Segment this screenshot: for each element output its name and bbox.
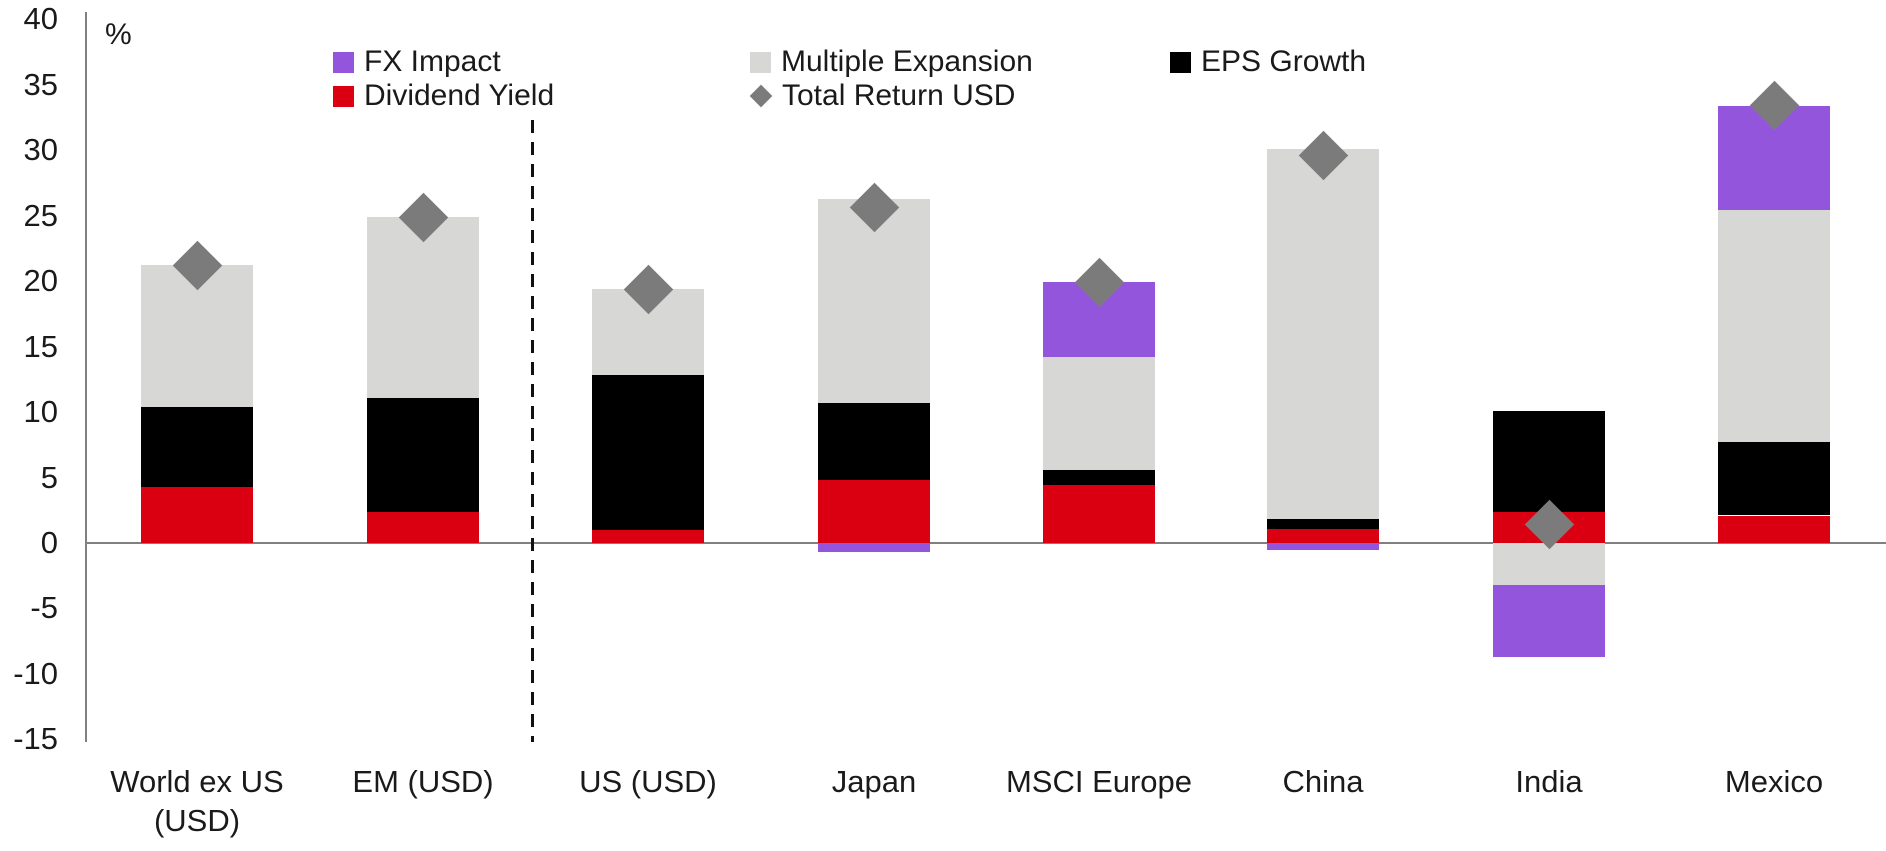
y-axis-tick-label: 35 [23,66,58,102]
bar-segment-fx-impact-india [1493,584,1605,657]
legend-swatch-square-icon [333,85,354,107]
legend-label: FX Impact [364,45,501,78]
y-axis-tick-label: 10 [23,394,58,430]
bar-segment-dividend-yield-world-ex-us-usd [141,486,253,543]
bar-segment-multiple-expansion-japan [818,198,930,403]
legend-label: EPS Growth [1201,45,1367,78]
y-axis-tick-label: 5 [40,459,58,495]
bar-segment-dividend-yield-msci-europe [1043,485,1155,543]
y-axis-tick-label: -10 [13,655,58,691]
x-axis-category-label: Japan [831,764,917,799]
legend-swatch-square-icon [750,51,771,73]
region-separator-line [531,120,534,742]
bar-segment-eps-growth-mexico [1718,442,1830,516]
y-axis-line [85,12,87,742]
y-axis-tick-label: 0 [40,525,58,560]
legend-item-multiple-expansion: Multiple Expansion [750,45,1033,78]
bar-segment-eps-growth-japan [818,402,930,481]
bar-segment-multiple-expansion-india [1493,543,1605,585]
legend-item-fx-impact: FX Impact [333,45,501,78]
y-axis-tick-label: 40 [23,1,58,37]
legend-swatch-square-icon [1170,51,1191,73]
legend-item-total-return-usd: Total Return USD [749,79,1015,112]
y-axis-tick-label: 15 [23,328,58,364]
legend-item-eps-growth: EPS Growth [1170,45,1366,78]
x-axis-category-label: MSCI Europe [1005,764,1193,799]
y-axis-tick-label: -15 [13,721,58,757]
x-axis-category-label: US (USD) [579,764,717,799]
bar-segment-dividend-yield-china [1267,528,1379,543]
bar-segment-eps-growth-em-usd [367,397,479,512]
bar-segment-eps-growth-msci-europe [1043,469,1155,486]
legend-swatch-diamond-icon [749,84,773,108]
bar-segment-multiple-expansion-mexico [1718,210,1830,443]
y-axis-tick-label: 20 [23,263,58,299]
legend-label: Multiple Expansion [781,45,1033,78]
bar-segment-eps-growth-us-usd [592,375,704,530]
bar-segment-multiple-expansion-china [1267,148,1379,520]
bar-segment-eps-growth-china [1267,519,1379,529]
y-axis-unit-label: % [105,18,132,51]
legend-item-dividend-yield: Dividend Yield [333,79,554,112]
x-axis-category-label: World ex US (USD) [110,764,284,838]
bar-segment-multiple-expansion-em-usd [367,217,479,398]
x-axis-category-label: EM (USD) [352,764,494,799]
bar-segment-dividend-yield-us-usd [592,529,704,543]
bar-segment-eps-growth-india [1493,410,1605,512]
bar-segment-dividend-yield-japan [818,480,930,543]
y-axis-tick-label: 30 [23,132,58,168]
x-axis-category-label: Mexico [1724,764,1824,799]
x-axis-category-label: India [1515,764,1583,799]
legend-label: Total Return USD [782,79,1016,112]
legend-label: Dividend Yield [364,79,555,112]
bar-segment-dividend-yield-mexico [1718,515,1830,543]
bar-segment-fx-impact-japan [818,543,930,553]
bar-segment-fx-impact-china [1267,543,1379,550]
y-axis-tick-label: 25 [23,197,58,233]
x-axis-category-label: China [1282,764,1364,799]
legend-swatch-square-icon [333,51,354,73]
bar-segment-multiple-expansion-msci-europe [1043,357,1155,470]
x-axis-zero-line [85,542,1886,544]
bar-segment-dividend-yield-em-usd [367,511,479,543]
y-axis-tick-label: -5 [30,590,58,626]
bar-segment-eps-growth-world-ex-us-usd [141,406,253,487]
